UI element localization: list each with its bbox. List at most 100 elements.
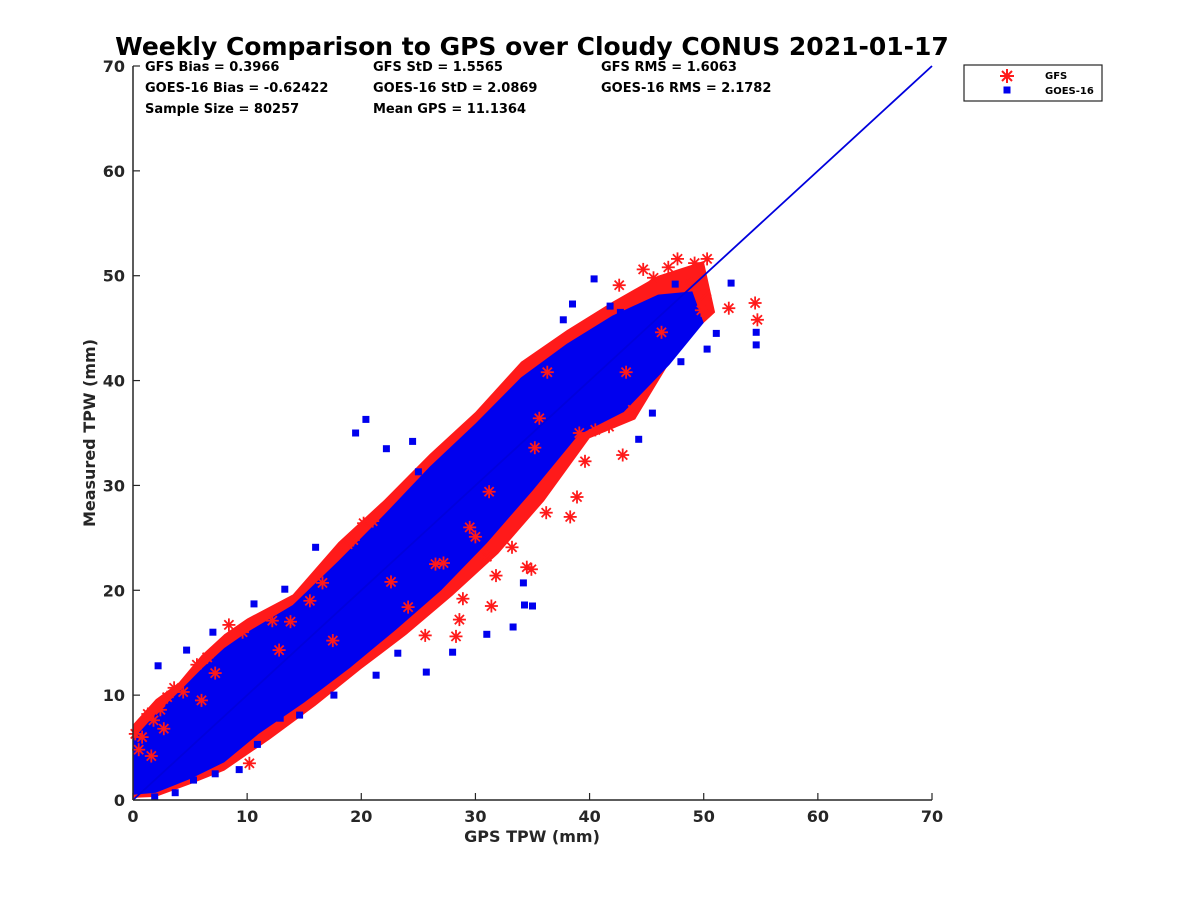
goes16-data-point: [250, 600, 258, 608]
legend-gfs-label: GFS: [1045, 71, 1067, 82]
x-axis-label: GPS TPW (mm): [464, 827, 600, 846]
legend-goes16-square-icon: [1003, 86, 1011, 94]
gfs-data-point: [619, 365, 633, 379]
gfs-data-point: [524, 562, 538, 576]
gfs-data-point: [482, 485, 496, 499]
goes16-data-point: [312, 543, 320, 551]
gfs-data-point: [681, 275, 695, 289]
gfs-data-point: [135, 730, 149, 744]
goes16-data-point: [671, 280, 679, 288]
gfs-data-point: [722, 301, 736, 315]
x-tick-label: 20: [350, 807, 372, 826]
gfs-data-point: [588, 423, 602, 437]
goes16-data-point: [727, 279, 735, 287]
goes16-data-point: [752, 341, 760, 349]
gfs-data-point: [195, 693, 208, 707]
goes16-data-point: [209, 628, 217, 636]
gfs-data-point: [284, 615, 297, 629]
goes16-data-point: [253, 740, 261, 748]
gfs-data-point: [242, 756, 256, 770]
gfs-data-point: [326, 634, 340, 648]
goes16-data-point: [752, 328, 760, 336]
goes16-rms-stat: GOES-16 RMS = 2.1782: [601, 81, 771, 96]
goes16-data-point: [211, 770, 219, 778]
gfs-data-point: [316, 576, 329, 590]
goes16-data-point: [394, 649, 402, 657]
goes16-data-point: [352, 429, 360, 437]
goes16-data-point: [330, 691, 338, 699]
gfs-data-point: [570, 490, 584, 504]
gfs-data-point: [176, 685, 190, 699]
gfs-data-point: [612, 278, 626, 292]
goes16-data-point: [183, 646, 191, 654]
gfs-data-point: [539, 506, 553, 520]
goes16-data-point: [171, 789, 179, 797]
goes16-data-point: [135, 762, 143, 770]
goes16-data-point: [372, 671, 380, 679]
goes16-data-point: [569, 300, 576, 308]
x-tick-label: 30: [464, 807, 486, 826]
x-tick-label: 10: [236, 807, 258, 826]
mean-gps-stat: Mean GPS = 11.1364: [373, 102, 526, 117]
x-tick-label: 40: [578, 807, 600, 826]
gfs-rms-stat: GFS RMS = 1.6063: [601, 60, 737, 75]
goes16-data-point: [616, 308, 624, 316]
goes16-data-point: [606, 302, 614, 310]
gfs-data-point: [157, 722, 171, 736]
goes16-data-point: [382, 445, 390, 453]
legend-box: [963, 64, 1103, 102]
legend-goes16-label: GOES-16: [1045, 86, 1094, 97]
gfs-data-point: [366, 514, 380, 528]
goes16-data-point: [449, 648, 457, 656]
goes16-std-stat: GOES-16 StD = 2.0869: [373, 81, 537, 96]
gfs-data-point: [694, 303, 708, 317]
goes16-data-point: [276, 714, 284, 722]
y-tick-label: 0: [114, 791, 125, 810]
gfs-data-point: [160, 690, 174, 704]
gfs-data-point: [449, 629, 463, 643]
gfs-data-point: [688, 256, 702, 270]
gfs-data-point: [236, 625, 250, 639]
gfs-data-point: [528, 441, 542, 455]
gfs-data-point: [636, 262, 650, 276]
gfs-data-point: [468, 530, 482, 544]
legend: GFS GOES-16: [963, 64, 1103, 102]
gfs-data-point: [303, 594, 317, 608]
goes16-data-point: [462, 456, 470, 464]
gfs-data-point: [401, 600, 415, 614]
goes16-data-point: [409, 437, 417, 445]
y-tick-label: 10: [103, 686, 125, 705]
goes16-data-point: [529, 602, 536, 610]
y-axis-ticks: 0 10 20 30 40 50 60 70: [103, 57, 140, 810]
goes16-bias-stat: GOES-16 Bias = -0.62422: [145, 81, 328, 96]
goes16-data-point: [422, 668, 430, 676]
gfs-data-point: [602, 420, 616, 434]
goes16-data-point: [559, 316, 567, 324]
gfs-data-point: [661, 260, 675, 274]
reference-line-layer: [132, 65, 933, 801]
gfs-data-point: [700, 252, 714, 266]
goes16-data-point: [590, 275, 598, 283]
gfs-data-point: [563, 510, 577, 524]
x-axis-ticks: 0 10 20 30 40 50 60 70: [127, 793, 943, 826]
gfs-std-stat: GFS StD = 1.5565: [373, 60, 503, 75]
gfs-data-point: [626, 403, 640, 417]
goes16-data-point: [190, 776, 197, 784]
gfs-data-point: [647, 271, 660, 285]
goes16-data-point: [281, 585, 289, 593]
goes16-data-point: [498, 432, 506, 440]
gfs-data-point: [437, 556, 450, 570]
goes16-data-point: [428, 500, 436, 508]
y-tick-label: 20: [103, 581, 125, 600]
series-goes-16: [132, 275, 760, 801]
x-tick-label: 70: [921, 807, 943, 826]
sample-size-stat: Sample Size = 80257: [145, 102, 299, 117]
gfs-data-point: [572, 426, 586, 440]
gfs-data-point: [200, 650, 214, 664]
gfs-data-point: [748, 296, 762, 310]
goes16-data-point: [483, 630, 491, 638]
series-layer: [128, 252, 764, 801]
goes16-data-point: [509, 623, 517, 631]
goes16-data-point: [712, 329, 720, 337]
gfs-data-point: [272, 643, 286, 657]
